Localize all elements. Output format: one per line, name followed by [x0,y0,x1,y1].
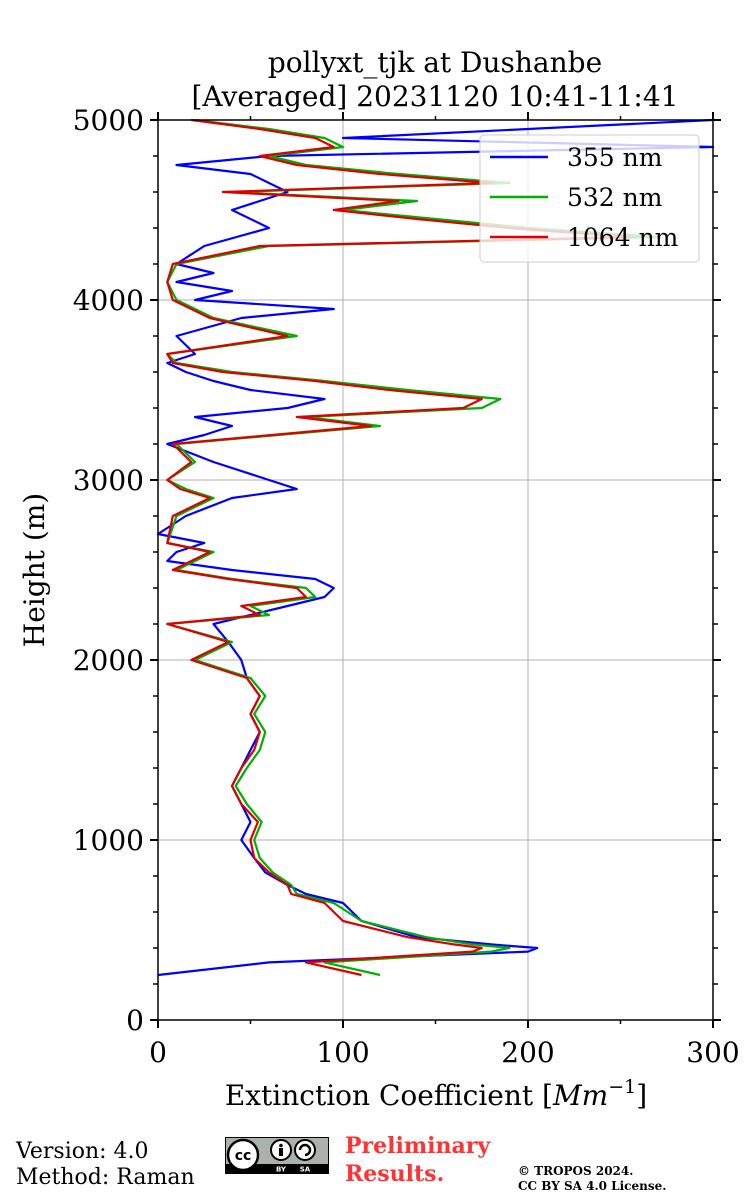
y-tick-label-2000: 2000 [73,644,144,677]
sa-icon-arrow [298,1143,312,1157]
x-axis-label: Extinction Coefficient [Mm−1] [225,1076,647,1112]
preliminary-line-1: Preliminary [345,1133,491,1159]
sa-label: SA [300,1166,311,1174]
series-line-1064-nm [166,118,631,977]
by-icon-body [279,1148,283,1156]
x-tick-label-100: 100 [316,1036,369,1069]
series-lines [156,118,715,977]
series-line-532-nm [166,118,659,977]
cc-icon [226,1138,260,1172]
chart-subtitle: [Averaged] 20231120 10:41-11:41 [192,80,679,113]
y-axis-label: Height (m) [18,493,51,647]
y-tick-label-4000: 4000 [73,284,144,317]
legend-label-1064-nm: 1064 nm [567,223,679,252]
preliminary-results-label: Preliminary Results. [345,1132,490,1188]
x-tick-label-200: 200 [501,1036,554,1069]
legend-label-355-nm: 355 nm [567,143,663,172]
copyright-line-2: CC BY SA 4.0 License. [518,1179,667,1193]
by-icon-head [279,1143,283,1148]
x-tick-label-300: 300 [686,1036,739,1069]
legend-box [479,134,700,263]
legend-label-532-nm: 532 nm [567,183,663,212]
x-axis-label-close: ] [636,1079,647,1112]
legend-items: 355 nm 532 nm 1064 nm [490,143,679,252]
x-axis-label-exp: −1 [608,1076,636,1098]
x-axis-label-main: Extinction Coefficient [ [225,1079,553,1112]
cc-icon-text: cc [235,1148,252,1164]
copyright-notice: © TROPOS 2024. CC BY SA 4.0 License. [518,1164,666,1194]
chart-title: pollyxt_tjk at Dushanbe [268,46,602,79]
x-axis-label-unit: Mm [552,1079,608,1112]
by-label: BY [276,1166,287,1174]
preliminary-line-2: Results. [345,1161,445,1187]
y-tick-label-5000: 5000 [73,104,144,137]
y-tick-label-3000: 3000 [73,464,144,497]
sa-icon [294,1139,316,1161]
x-tick-label-0: 0 [149,1036,167,1069]
y-tick-label-1000: 1000 [73,824,144,857]
y-tick-label-0: 0 [126,1004,144,1037]
version-label: Version: 4.0 [16,1139,149,1164]
cc-license-badge: cc BY SA [225,1137,329,1174]
method-label: Method: Raman [16,1165,195,1190]
series-line-355-nm [156,118,715,977]
copyright-line-1: © TROPOS 2024. [518,1164,634,1178]
legend: 355 nm 532 nm 1064 nm [479,134,700,263]
